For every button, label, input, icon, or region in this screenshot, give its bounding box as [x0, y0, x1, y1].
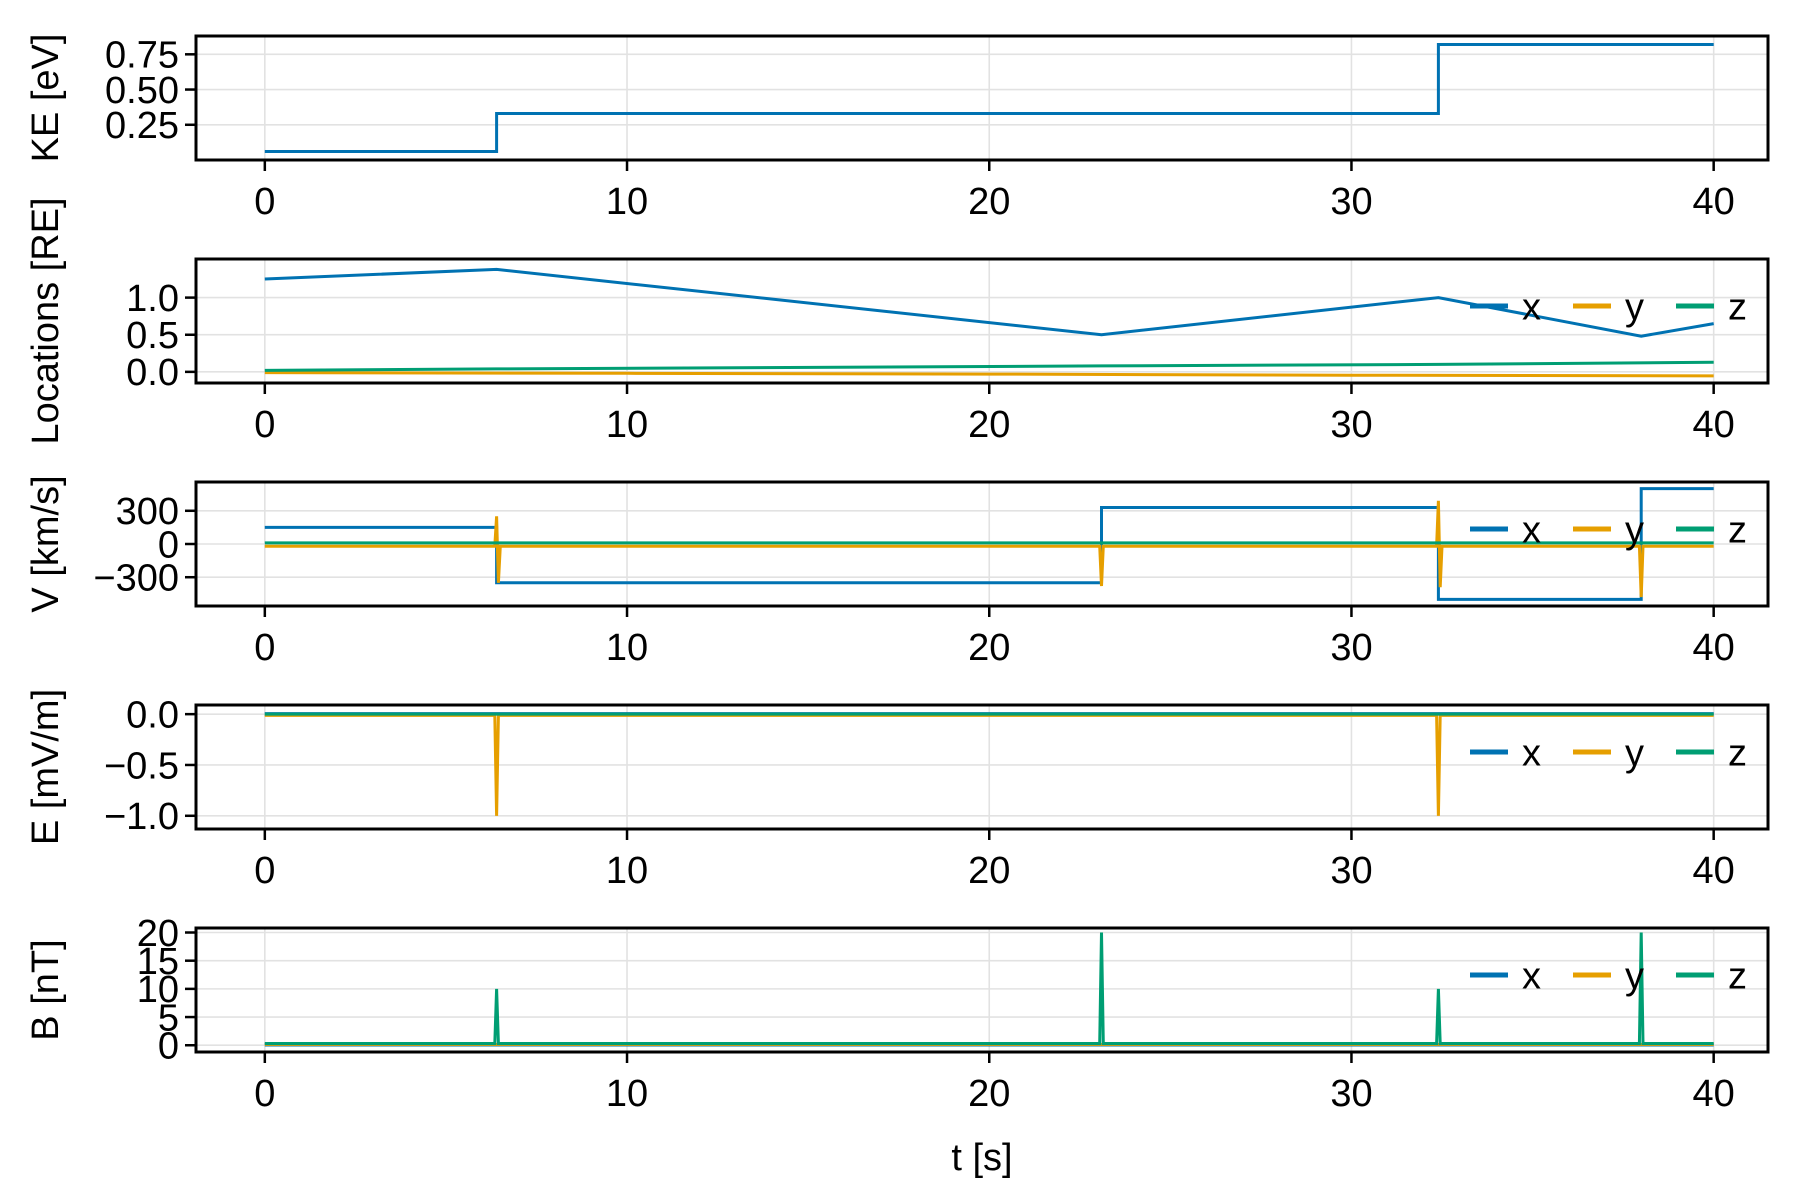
- y-tick-label: 0.25: [105, 105, 179, 147]
- x-tick-label: 30: [1330, 181, 1372, 223]
- y-tick-label: 0.5: [126, 315, 179, 357]
- x-tick-label: 40: [1693, 850, 1735, 892]
- legend-label-z: z: [1728, 286, 1747, 328]
- y-tick-label: 0: [158, 524, 179, 566]
- y-tick-label: 1.0: [126, 278, 179, 320]
- x-tick-label: 40: [1693, 404, 1735, 446]
- x-tick-label: 30: [1330, 850, 1372, 892]
- x-tick-label: 40: [1693, 181, 1735, 223]
- x-tick-label: 10: [606, 850, 648, 892]
- x-tick-label: 0: [254, 1073, 275, 1115]
- legend-label-x: x: [1522, 955, 1541, 997]
- axes-box: [194, 703, 1770, 831]
- locations-series-z: [264, 360, 1714, 372]
- legend-label-z: z: [1728, 732, 1747, 774]
- legend-label-z: z: [1728, 955, 1747, 997]
- legend-label-y: y: [1625, 732, 1644, 774]
- y-axis-label-e: E [mV/m]: [25, 689, 67, 845]
- y-axis-label-locations: Locations [RE]: [25, 197, 67, 444]
- x-tick-label: 10: [606, 404, 648, 446]
- panel-e: 0 10 20 30 40 0.0 −0.5 −1.0 E [mV/m] x y z: [25, 689, 1770, 892]
- y-tick-label: 0: [158, 1026, 179, 1068]
- x-tick-label: 0: [254, 404, 275, 446]
- y-tick-label: 0.0: [126, 352, 179, 394]
- x-tick-label: 0: [254, 850, 275, 892]
- x-tick-label: 20: [968, 850, 1010, 892]
- x-tick-label: 20: [968, 1073, 1010, 1115]
- legend-label-x: x: [1522, 509, 1541, 551]
- y-tick-label: 300: [116, 491, 179, 533]
- y-tick-label: −300: [93, 558, 179, 600]
- x-tick-label: 0: [254, 627, 275, 669]
- x-axis-label: t [s]: [951, 1137, 1012, 1179]
- y-tick-label: −0.5: [104, 745, 179, 787]
- x-tick-label: 0: [254, 181, 275, 223]
- y-tick-label: 0.0: [126, 694, 179, 736]
- x-tick-label: 10: [606, 627, 648, 669]
- legend: x y z: [1470, 732, 1747, 774]
- panel-locations: 0 10 20 30 40 0.00.51.0 Locations [RE] x y z: [25, 197, 1770, 446]
- ke-series-KE: [264, 43, 1714, 153]
- axes-box: [194, 257, 1770, 385]
- x-tick-label: 40: [1693, 627, 1735, 669]
- x-tick-label: 20: [968, 404, 1010, 446]
- y-axis-label-ke: KE [eV]: [25, 34, 67, 163]
- b-series-z: [264, 932, 1714, 1045]
- legend-label-z: z: [1728, 509, 1747, 551]
- y-tick-label: 0.75: [105, 35, 179, 77]
- legend: x y z: [1470, 286, 1747, 328]
- y-tick-label: 5: [158, 997, 179, 1039]
- legend-label-y: y: [1625, 955, 1644, 997]
- axes-box: [194, 34, 1770, 162]
- legend-label-y: y: [1625, 286, 1644, 328]
- x-tick-label: 20: [968, 627, 1010, 669]
- x-tick-label: 10: [606, 181, 648, 223]
- y-tick-label: 20: [137, 913, 179, 955]
- x-tick-label: 10: [606, 1073, 648, 1115]
- v-series-y: [264, 500, 1714, 598]
- locations-series-y: [264, 371, 1714, 378]
- y-axis-label-v: V [km/s]: [25, 475, 67, 612]
- y-axis-label-b: B [nT]: [25, 939, 67, 1040]
- x-tick-label: 40: [1693, 1073, 1735, 1115]
- panel-ke: 0 10 20 30 40 0.250.500.75 KE [eV]: [25, 34, 1770, 223]
- legend: x y z: [1470, 955, 1747, 997]
- x-tick-label: 30: [1330, 627, 1372, 669]
- locations-series-x: [264, 267, 1714, 338]
- legend-label-x: x: [1522, 286, 1541, 328]
- legend-label-x: x: [1522, 732, 1541, 774]
- y-tick-label: 0.50: [105, 70, 179, 112]
- x-tick-label: 30: [1330, 1073, 1372, 1115]
- legend-label-y: y: [1625, 509, 1644, 551]
- y-tick-label: 15: [137, 941, 179, 983]
- x-tick-label: 20: [968, 181, 1010, 223]
- y-tick-label: −1.0: [104, 796, 179, 838]
- legend: x y z: [1470, 509, 1747, 551]
- x-tick-label: 30: [1330, 404, 1372, 446]
- y-tick-label: 10: [137, 969, 179, 1011]
